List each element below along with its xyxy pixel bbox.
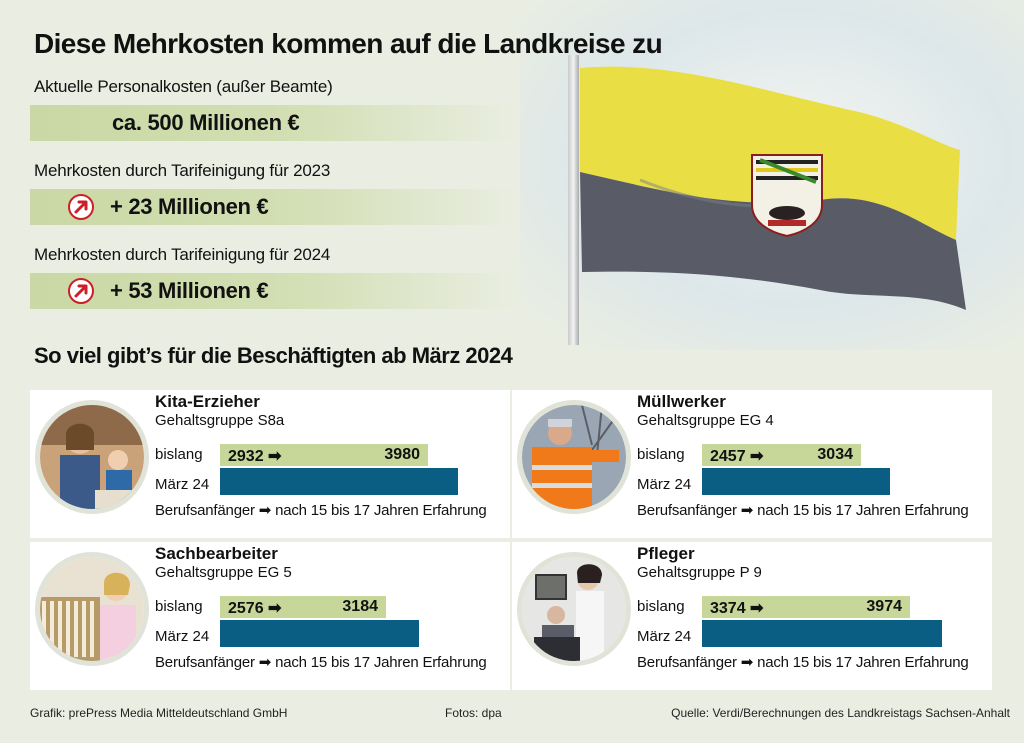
bar-after bbox=[702, 620, 942, 647]
row-label-after: März 24 bbox=[155, 476, 210, 493]
bar-before-end-label: 3184 bbox=[342, 598, 378, 615]
job-group: Gehaltsgruppe EG 4 bbox=[637, 412, 774, 429]
bar-before: 2932 ➡ 3980 bbox=[220, 444, 428, 466]
job-card-muellwerker: Müllwerker Gehaltsgruppe EG 4 bislang Mä… bbox=[512, 390, 992, 538]
photo-kita-erzieher bbox=[35, 400, 149, 514]
footnote: Berufsanfänger ➡ nach 15 bis 17 Jahren E… bbox=[155, 502, 487, 519]
cost-bar-personal: ca. 500 Millionen € bbox=[30, 105, 520, 141]
footnote: Berufsanfänger ➡ nach 15 bis 17 Jahren E… bbox=[637, 502, 969, 519]
row-label-before: bislang bbox=[155, 598, 203, 615]
cost-bar-2023: + 23 Millionen € bbox=[30, 189, 520, 225]
bar-before-end-label: 3980 bbox=[384, 446, 420, 463]
cost-value-2023: + 23 Millionen € bbox=[110, 194, 269, 219]
source-fotos: Fotos: dpa bbox=[445, 706, 502, 720]
bar-after bbox=[220, 468, 458, 495]
footnote: Berufsanfänger ➡ nach 15 bis 17 Jahren E… bbox=[155, 654, 487, 671]
footnote: Berufsanfänger ➡ nach 15 bis 17 Jahren E… bbox=[637, 654, 969, 671]
row-label-after: März 24 bbox=[155, 628, 210, 645]
row-label-before: bislang bbox=[637, 446, 685, 463]
photo-sachbearbeiter bbox=[35, 552, 149, 666]
job-group: Gehaltsgruppe P 9 bbox=[637, 564, 762, 581]
section-subtitle: So viel gibt’s für die Beschäftigten ab … bbox=[34, 343, 513, 368]
source-quelle: Quelle: Verdi/Berechnungen des Landkreis… bbox=[671, 706, 1010, 720]
row-label-before: bislang bbox=[637, 598, 685, 615]
bar-before-start-label: 2932 ➡ bbox=[228, 448, 282, 465]
photo-muellwerker bbox=[517, 400, 631, 514]
job-card-sachbearbeiter: Sachbearbeiter Gehaltsgruppe EG 5 bislan… bbox=[30, 542, 510, 690]
bar-before: 2457 ➡ 3034 bbox=[702, 444, 861, 466]
job-title: Pfleger bbox=[637, 544, 695, 563]
cost-label-2023: Mehrkosten durch Tarifeinigung für 2023 bbox=[34, 161, 331, 180]
flag-photo bbox=[520, 0, 1024, 350]
cost-bar-2024: + 53 Millionen € bbox=[30, 273, 520, 309]
bar-before-start-label: 2576 ➡ bbox=[228, 600, 282, 617]
source-grafik: Grafik: prePress Media Mitteldeutschland… bbox=[30, 706, 288, 720]
job-group: Gehaltsgruppe S8a bbox=[155, 412, 285, 429]
cost-label-2024: Mehrkosten durch Tarifeinigung für 2024 bbox=[34, 245, 331, 264]
coat-of-arms-icon bbox=[751, 154, 823, 238]
arrow-up-right-icon bbox=[68, 278, 94, 304]
row-label-after: März 24 bbox=[637, 628, 692, 645]
job-title: Kita-Erzieher bbox=[155, 392, 260, 411]
bar-before-start-label: 3374 ➡ bbox=[710, 600, 764, 617]
job-title: Sachbearbeiter bbox=[155, 544, 278, 563]
bar-after bbox=[220, 620, 419, 647]
cost-value-personal: ca. 500 Millionen € bbox=[112, 110, 300, 135]
photo-pfleger bbox=[517, 552, 631, 666]
bar-before-end-label: 3974 bbox=[866, 598, 902, 615]
job-card-pfleger: Pfleger Gehaltsgruppe P 9 bislang März 2… bbox=[512, 542, 992, 690]
bar-before-start-label: 2457 ➡ bbox=[710, 448, 764, 465]
bar-before: 2576 ➡ 3184 bbox=[220, 596, 386, 618]
page-title: Diese Mehrkosten kommen auf die Landkrei… bbox=[34, 28, 663, 59]
cost-value-2024: + 53 Millionen € bbox=[110, 278, 269, 303]
cost-label-personal: Aktuelle Personalkosten (außer Beamte) bbox=[34, 77, 333, 96]
job-card-kita-erzieher: Kita-Erzieher Gehaltsgruppe S8a bislang … bbox=[30, 390, 510, 538]
bar-before: 3374 ➡ 3974 bbox=[702, 596, 910, 618]
row-label-before: bislang bbox=[155, 446, 203, 463]
job-group: Gehaltsgruppe EG 5 bbox=[155, 564, 292, 581]
row-label-after: März 24 bbox=[637, 476, 692, 493]
arrow-up-right-icon bbox=[68, 194, 94, 220]
bar-before-end-label: 3034 bbox=[817, 446, 853, 463]
job-title: Müllwerker bbox=[637, 392, 726, 411]
bar-after bbox=[702, 468, 890, 495]
